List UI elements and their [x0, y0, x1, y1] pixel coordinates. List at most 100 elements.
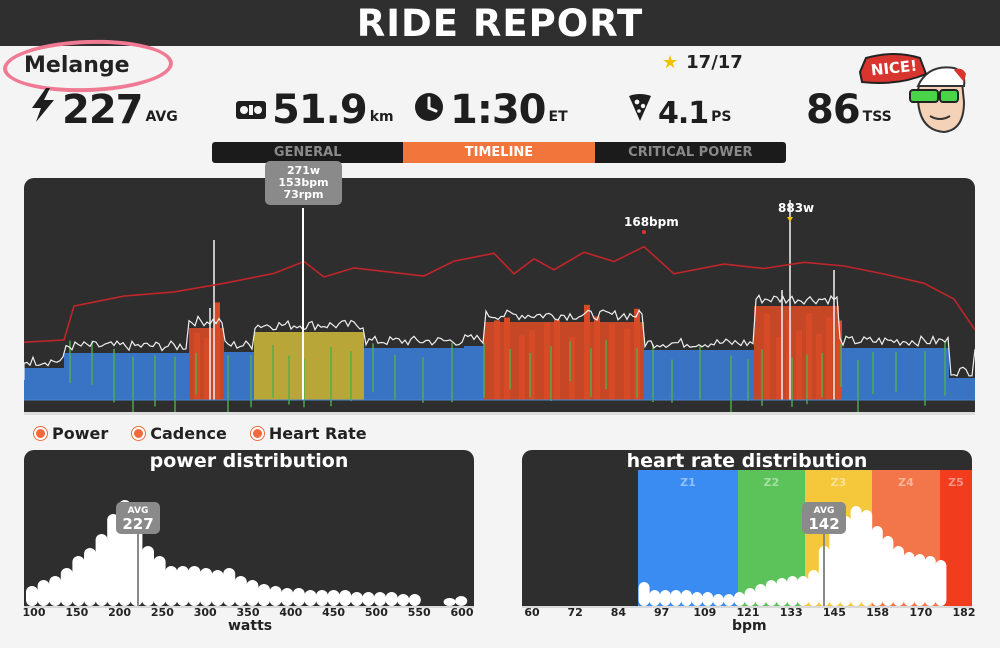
distribution-bar: [397, 594, 410, 606]
distribution-bar: [787, 576, 798, 606]
timeline-cadence-tick: [113, 348, 115, 403]
avg-badge-value: 142: [808, 515, 839, 533]
timeline-power-segment: [364, 348, 464, 400]
power-distribution-chart: AVG 227: [24, 450, 474, 606]
distribution-bar: [165, 566, 178, 606]
achievement-count: 17/17: [686, 52, 743, 73]
avatar-icon: NICE!: [858, 52, 968, 134]
hr-zone-1: [638, 470, 738, 606]
timeline-power-spike: [836, 320, 842, 400]
avg-badge-value: 227: [122, 515, 153, 533]
timeline-cadence-tick: [195, 352, 197, 395]
timeline-cadence-tick: [422, 357, 424, 403]
hr-zone-label: Z5: [948, 476, 964, 489]
distribution-bar: [893, 546, 904, 606]
timeline-power-spike: [519, 335, 525, 400]
timeline-chart[interactable]: 168bpm 883w: [24, 178, 975, 414]
avg-badge-box: [802, 502, 846, 534]
distribution-bar: [734, 592, 745, 606]
legend-heart-rate[interactable]: Heart Rate: [250, 424, 367, 443]
tooltip-cadence: 73rpm: [283, 188, 324, 201]
distribution-bar: [107, 514, 120, 606]
axis-tick-label: 84: [610, 606, 627, 619]
page-title: RIDE REPORT: [356, 2, 644, 45]
tab-critical-power[interactable]: CRITICAL POWER: [628, 145, 753, 160]
legend-heart-rate-label: Heart Rate: [268, 424, 367, 443]
timeline-power-spike: [204, 337, 210, 400]
timeline-power-segment: [24, 368, 64, 400]
distribution-bar: [408, 594, 421, 606]
timeline-power-spike: [584, 304, 590, 400]
timeline-cadence-tick: [451, 342, 453, 403]
timeline-cadence-tick: [272, 344, 274, 398]
axis-tick-label: 145: [822, 606, 846, 619]
distribution-bar: [95, 534, 108, 606]
timeline-power-spike: [569, 336, 575, 400]
distribution-bar: [246, 580, 259, 606]
timeline-power-spike: [214, 302, 220, 400]
distribution-bar: [861, 510, 873, 606]
timeline-power-spike: [594, 316, 600, 400]
timeline-power-spike: [816, 333, 822, 400]
timeline-cadence-tick: [91, 340, 93, 385]
distribution-bar: [84, 548, 96, 606]
distribution-bar: [281, 588, 294, 606]
distribution-bar: [374, 592, 386, 606]
timeline-cadence-tick: [569, 340, 571, 382]
power-distribution-axis-title: watts: [228, 618, 273, 634]
timeline-heart-rate-line: [24, 245, 975, 343]
distribution-bar: [37, 580, 50, 606]
timeline-cadence-tick: [174, 356, 176, 413]
report-header: RIDE REPORT: [0, 0, 1000, 46]
distribution-bar: [903, 552, 915, 606]
hr-zone-label: Z3: [831, 476, 847, 489]
stat-tss: 86 TSS: [806, 86, 892, 130]
chart-legend: Power Cadence Heart Rate: [34, 424, 367, 443]
timeline-svg: 168bpm 883w: [24, 200, 975, 414]
distribution-bar: [850, 506, 862, 606]
axis-tick-label: 350: [236, 606, 260, 619]
timeline-power-line: [24, 294, 975, 380]
timeline-cadence-tick: [791, 357, 793, 407]
axis-tick-label: 182: [952, 606, 976, 619]
stat-power-unit: AVG: [145, 109, 178, 125]
distribution-bar: [327, 590, 340, 606]
distribution-bar: [188, 566, 201, 606]
power-distribution-baseline: [24, 606, 474, 608]
distribution-bar: [765, 580, 777, 606]
axis-tick-label: 450: [322, 606, 346, 619]
pizza-icon: [628, 94, 652, 126]
distribution-bar: [871, 526, 883, 606]
hr-distribution-title: heart rate distribution: [626, 450, 868, 472]
legend-power[interactable]: Power: [34, 424, 108, 443]
hr-zone-label: Z2: [764, 476, 780, 489]
axis-tick-label: 170: [909, 606, 933, 619]
stat-distance: 51.9 km: [236, 86, 394, 130]
distribution-bar: [292, 588, 305, 606]
distribution-bar: [350, 592, 363, 606]
distribution-bar: [142, 546, 154, 606]
distribution-bar: [455, 596, 468, 606]
max-power-marker: [787, 217, 793, 222]
timeline-cadence-tick: [483, 342, 485, 398]
legend-cadence[interactable]: Cadence: [132, 424, 227, 443]
tab-general[interactable]: GENERAL: [273, 145, 342, 160]
timeline-power-spike: [609, 323, 615, 400]
stat-power-value: 227: [62, 87, 143, 133]
timeline-power-spike: [544, 322, 550, 400]
avg-badge-label: AVG: [814, 506, 835, 516]
distribution-bar: [829, 526, 841, 606]
timeline-power-spike: [624, 328, 630, 400]
hr-distribution-axis-title: bpm: [732, 618, 767, 634]
timeline-cadence-tick: [761, 349, 763, 406]
distribution-bar: [176, 566, 189, 606]
tooltip-hr: 153bpm: [278, 176, 329, 189]
timeline-power-spike: [786, 320, 792, 400]
axis-tick-label: 250: [150, 606, 174, 619]
distribution-bar: [702, 592, 714, 606]
distribution-bar: [776, 578, 788, 606]
distribution-bar: [362, 592, 375, 606]
timeline-cadence-tick: [330, 347, 332, 407]
tab-timeline[interactable]: TIMELINE: [403, 142, 595, 163]
